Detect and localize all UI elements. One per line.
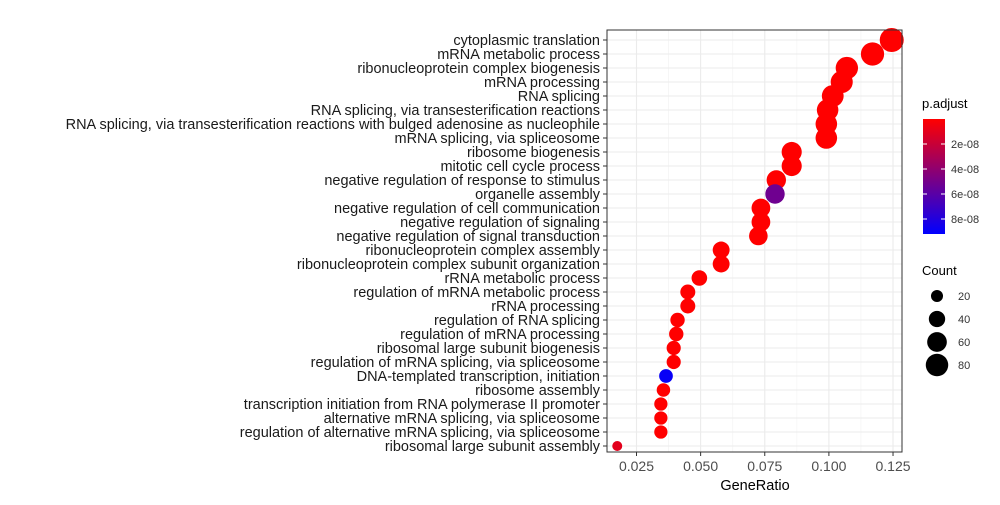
y-category-label: regulation of mRNA splicing, via spliceo… bbox=[311, 355, 600, 371]
y-category-label: ribosomal large subunit biogenesis bbox=[377, 341, 600, 357]
y-category-label: transcription initiation from RNA polyme… bbox=[244, 397, 600, 413]
y-category-label: regulation of mRNA processing bbox=[400, 327, 600, 343]
data-point bbox=[656, 383, 671, 397]
count-legend-items: 20 40 60 80 bbox=[925, 289, 970, 377]
y-category-label: ribosomal large subunit assembly bbox=[385, 439, 601, 455]
x-tick-label: 0.125 bbox=[875, 458, 910, 474]
y-category-label: RNA splicing, via transesterification re… bbox=[311, 103, 600, 119]
data-point bbox=[666, 354, 681, 370]
size-legend-dot bbox=[930, 289, 944, 303]
data-point bbox=[612, 441, 623, 451]
data-point bbox=[654, 397, 668, 411]
y-category-label: mRNA metabolic process bbox=[437, 47, 600, 63]
y-category-label: negative regulation of signaling bbox=[400, 215, 600, 231]
y-category-label: mRNA processing bbox=[484, 75, 600, 91]
y-category-label: negative regulation of cell communicatio… bbox=[334, 201, 600, 217]
p-adjust-colorbar bbox=[923, 119, 945, 234]
y-category-label: mitotic cell cycle process bbox=[440, 159, 600, 175]
data-point bbox=[659, 369, 673, 383]
y-category-label: negative regulation of signal transducti… bbox=[336, 229, 600, 245]
x-tick-label: 0.050 bbox=[683, 458, 718, 474]
size-legend-dot bbox=[928, 310, 946, 328]
size-legend-label: 20 bbox=[958, 291, 970, 303]
data-point bbox=[781, 141, 802, 163]
y-category-label: ribonucleoprotein complex assembly bbox=[365, 243, 600, 259]
y-category-label: DNA-templated transcription, initiation bbox=[357, 369, 600, 385]
y-category-label: cytoplasmic translation bbox=[453, 33, 600, 49]
x-axis-title: GeneRatio bbox=[720, 478, 789, 494]
x-tick-label: 0.075 bbox=[747, 458, 782, 474]
size-legend-label: 60 bbox=[958, 337, 970, 349]
x-axis: 0.025 0.050 0.075 0.100 0.125 bbox=[619, 452, 911, 474]
y-category-label: ribosome biogenesis bbox=[467, 145, 600, 161]
data-point bbox=[654, 425, 668, 439]
data-point bbox=[670, 312, 685, 328]
data-point bbox=[680, 298, 696, 314]
p-adjust-legend: p.adjust 2e-08 4e-08 6e-08 8e-08 bbox=[922, 96, 979, 234]
p-adjust-legend-title: p.adjust bbox=[922, 96, 968, 111]
data-point bbox=[781, 155, 802, 177]
colorbar-tick-label: 8e-08 bbox=[951, 214, 979, 226]
count-legend: Count 20 40 60 80 bbox=[922, 263, 970, 377]
data-point bbox=[669, 326, 684, 342]
size-legend-label: 80 bbox=[958, 360, 970, 372]
y-category-label: RNA splicing bbox=[518, 89, 600, 105]
data-point bbox=[749, 226, 768, 246]
data-point bbox=[751, 212, 771, 232]
plot-panel bbox=[606, 28, 904, 453]
data-point bbox=[680, 284, 696, 300]
data-point bbox=[765, 184, 785, 204]
size-legend-label: 40 bbox=[958, 314, 970, 326]
y-category-label: regulation of mRNA metabolic process bbox=[353, 285, 600, 301]
panel-border bbox=[606, 29, 903, 453]
y-category-label: rRNA metabolic process bbox=[444, 271, 600, 287]
y-category-label: alternative mRNA splicing, via spliceoso… bbox=[324, 411, 600, 427]
size-legend-dot bbox=[927, 332, 947, 352]
y-category-label: regulation of alternative mRNA splicing,… bbox=[240, 425, 600, 441]
y-category-label: ribonucleoprotein complex biogenesis bbox=[357, 61, 600, 77]
y-category-label: mRNA splicing, via spliceosome bbox=[395, 131, 601, 147]
p-adjust-legend-ticks: 2e-08 4e-08 6e-08 8e-08 bbox=[923, 139, 979, 226]
y-category-label: ribonucleoprotein complex subunit organi… bbox=[297, 257, 600, 273]
data-point bbox=[712, 241, 730, 259]
x-tick-label: 0.025 bbox=[619, 458, 654, 474]
data-point bbox=[666, 340, 681, 356]
y-category-label: negative regulation of response to stimu… bbox=[324, 173, 600, 189]
data-point bbox=[879, 28, 904, 52]
data-point bbox=[766, 170, 786, 190]
colorbar-tick-label: 6e-08 bbox=[951, 189, 979, 201]
y-category-label: ribosome assembly bbox=[475, 383, 601, 399]
data-point bbox=[815, 127, 838, 149]
x-tick-label: 0.100 bbox=[811, 458, 846, 474]
y-category-label: regulation of RNA splicing bbox=[434, 313, 600, 329]
data-point bbox=[860, 42, 885, 66]
y-category-label: RNA splicing, via transesterification re… bbox=[66, 117, 600, 133]
data-point bbox=[712, 255, 730, 273]
data-point bbox=[751, 198, 771, 218]
count-legend-title: Count bbox=[922, 263, 957, 278]
colorbar-tick-label: 2e-08 bbox=[951, 139, 979, 151]
data-point bbox=[691, 270, 708, 286]
y-category-label: organelle assembly bbox=[475, 187, 601, 203]
colorbar-tick-label: 4e-08 bbox=[951, 164, 979, 176]
data-point bbox=[654, 411, 668, 425]
size-legend-dot bbox=[925, 353, 949, 377]
y-category-label: rRNA processing bbox=[491, 299, 600, 315]
